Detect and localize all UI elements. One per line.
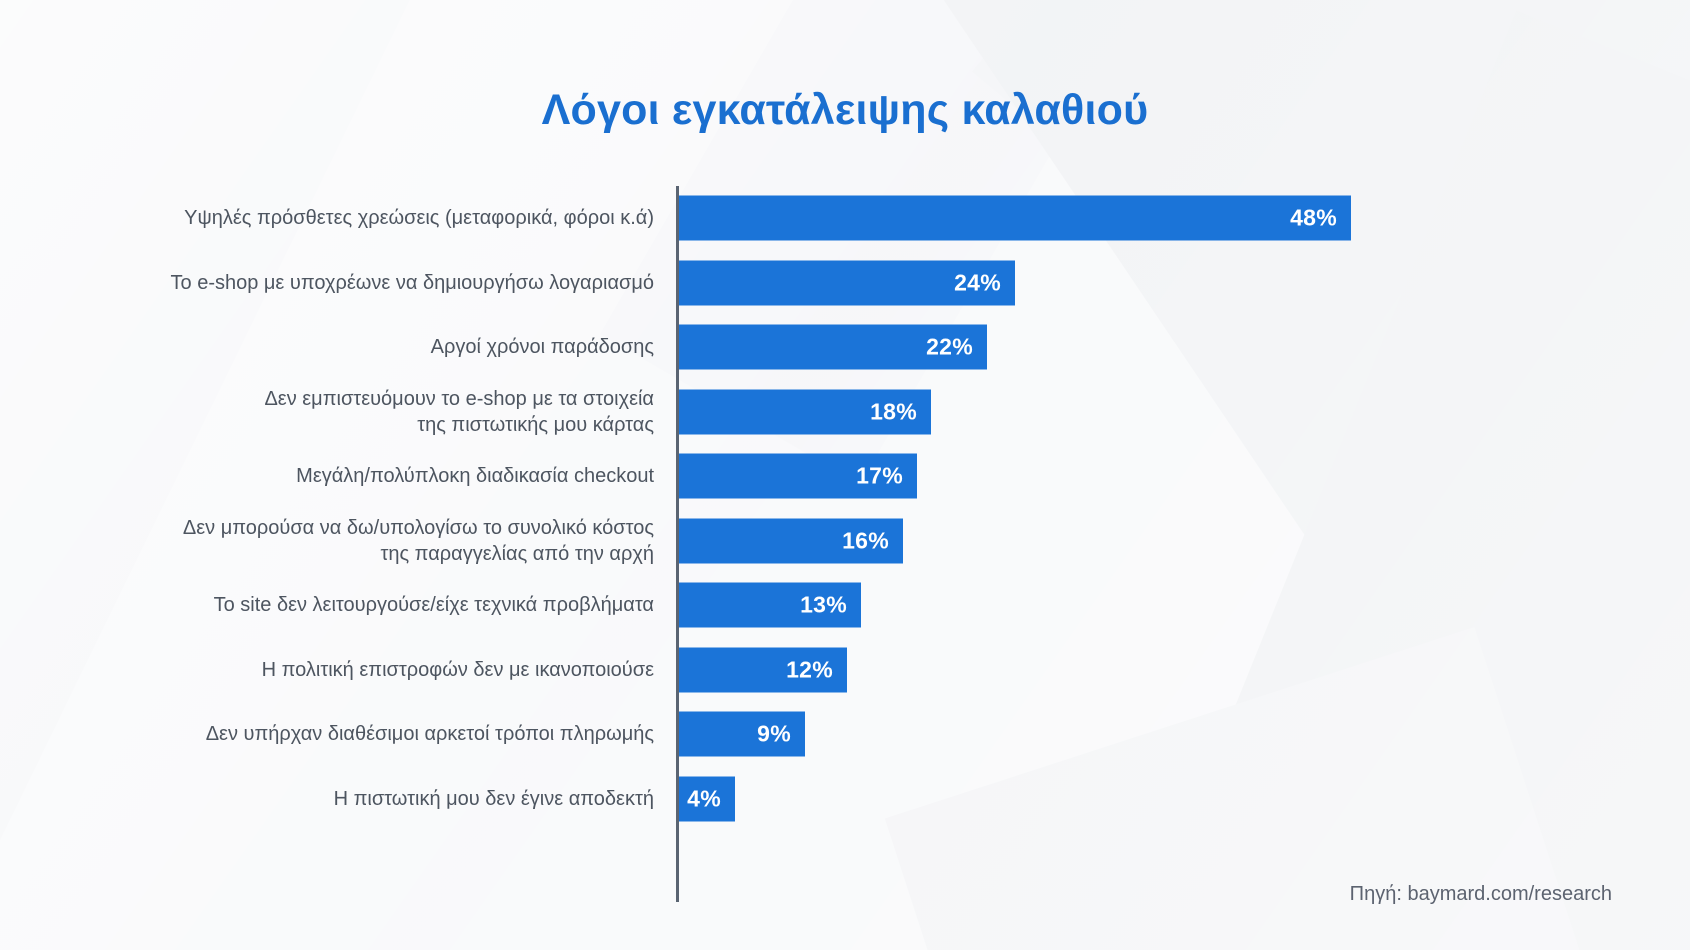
bar-value-label: 22%: [926, 333, 973, 360]
chart-title: Λόγοι εγκατάλειψης καλαθιού: [541, 86, 1149, 134]
bar-row: Αργοί χρόνοι παράδοσης 22%: [0, 315, 1690, 380]
bar: 16%: [679, 518, 903, 564]
plot-area: Υψηλές πρόσθετες χρεώσεις (μεταφορικά, φ…: [0, 186, 1690, 902]
bar-container: 24%: [679, 260, 1015, 306]
bar: 22%: [679, 324, 987, 370]
bar-value-label: 17%: [856, 462, 903, 489]
bar-category-label: Το e-shop με υποχρέωνε να δημιουργήσω λο…: [170, 271, 655, 294]
bar: 17%: [679, 453, 917, 499]
bar-value-label: 16%: [842, 527, 889, 554]
bar-container: 9%: [679, 711, 805, 757]
bar-row: Μεγάλη/πολύπλοκη διαδικασία checkout 17%: [0, 444, 1690, 509]
bar-row: Δεν μπορούσα να δω/υπολογίσω το συνολικό…: [0, 509, 1690, 574]
bar-row: Το site δεν λειτουργούσε/είχε τεχνικά πρ…: [0, 573, 1690, 638]
bar-container: 17%: [679, 453, 917, 499]
bar-category-label: Η πολιτική επιστροφών δεν με ικανοποιούσ…: [261, 658, 654, 681]
bar-row: Δεν υπήρχαν διαθέσιμοι αρκετοί τρόποι πλ…: [0, 702, 1690, 767]
bar-category-label: Το site δεν λειτουργούσε/είχε τεχνικά πρ…: [213, 594, 654, 617]
bar-category-label: Δεν εμπιστευόμουν το e-shop με τα στοιχε…: [264, 387, 654, 436]
bar-value-label: 18%: [870, 398, 917, 425]
bar-container: 13%: [679, 582, 861, 628]
bar: 24%: [679, 260, 1015, 306]
bar: 13%: [679, 582, 861, 628]
bar-container: 16%: [679, 518, 903, 564]
bar: 4%: [679, 776, 735, 822]
bar-container: 12%: [679, 647, 847, 693]
bar-value-label: 12%: [786, 656, 833, 683]
bar: 18%: [679, 389, 931, 435]
bar-container: 4%: [679, 776, 735, 822]
bar-container: 22%: [679, 324, 987, 370]
bar-value-label: 4%: [687, 785, 721, 812]
source-note: Πηγή: baymard.com/research: [1349, 883, 1612, 905]
bar-category-label: Αργοί χρόνοι παράδοσης: [430, 336, 654, 359]
bar: 9%: [679, 711, 805, 757]
bar-row: Το e-shop με υποχρέωνε να δημιουργήσω λο…: [0, 251, 1690, 316]
bar-rows: Υψηλές πρόσθετες χρεώσεις (μεταφορικά, φ…: [0, 186, 1690, 831]
bar-row: Δεν εμπιστευόμουν το e-shop με τα στοιχε…: [0, 380, 1690, 445]
bar-container: 48%: [679, 195, 1351, 241]
bar-value-label: 13%: [800, 591, 847, 618]
bar-container: 18%: [679, 389, 931, 435]
bar-category-label: Δεν υπήρχαν διαθέσιμοι αρκετοί τρόποι πλ…: [205, 723, 654, 746]
bar-row: Η πολιτική επιστροφών δεν με ικανοποιούσ…: [0, 638, 1690, 703]
bar-row: Υψηλές πρόσθετες χρεώσεις (μεταφορικά, φ…: [0, 186, 1690, 251]
bar-row: Η πιστωτική μου δεν έγινε αποδεκτή 4%: [0, 767, 1690, 832]
bar: 48%: [679, 195, 1351, 241]
bar-category-label: Μεγάλη/πολύπλοκη διαδικασία checkout: [296, 465, 654, 488]
bar-value-label: 9%: [757, 720, 791, 747]
bar-value-label: 48%: [1290, 204, 1337, 231]
bar-category-label: Η πιστωτική μου δεν έγινε αποδεκτή: [333, 787, 654, 810]
bar-category-label: Δεν μπορούσα να δω/υπολογίσω το συνολικό…: [182, 516, 654, 565]
bar-value-label: 24%: [954, 269, 1001, 296]
bar-category-label: Υψηλές πρόσθετες χρεώσεις (μεταφορικά, φ…: [184, 207, 654, 230]
bar: 12%: [679, 647, 847, 693]
